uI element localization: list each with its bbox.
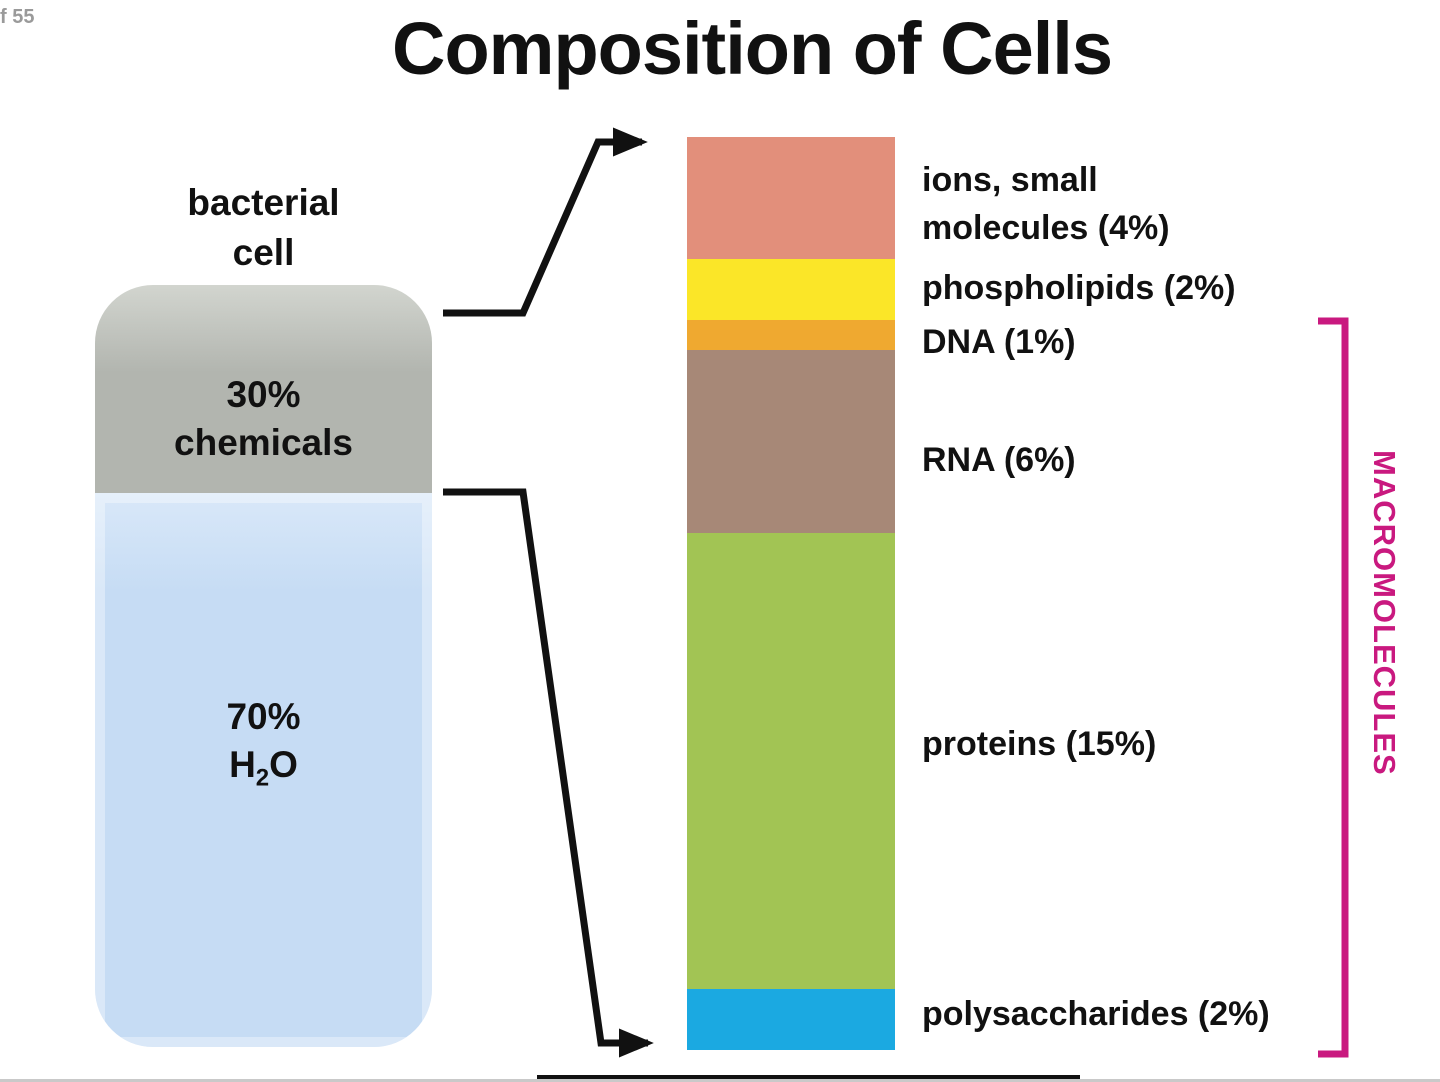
macromolecules-bracket [1318,317,1349,1058]
water-percent: 70% [226,696,301,737]
bacterial-cell-label: bacterial cell [95,178,432,278]
label-line: phospholipids (2%) [922,269,1236,307]
bar-segment-polysaccharides [687,989,895,1050]
cell-water-section: 70% H2O [95,493,432,1047]
bar-segment-proteins [687,532,895,990]
label-line: RNA (6%) [922,441,1076,479]
arrow-cell-to-bar-top [443,127,648,317]
water-formula-h: H [229,744,256,785]
label-line: polysaccharides (2%) [922,995,1270,1033]
bar-segment-rna [687,350,895,533]
water-formula: H2O [95,741,432,802]
water-formula-sub: 2 [255,764,270,792]
page-indicator: f 55 [0,6,35,28]
water-formula-o: O [269,744,298,785]
chemicals-label: 30% chemicals [174,371,353,493]
label-line: proteins (15%) [922,725,1157,763]
cell-chemicals-section: 30% chemicals [95,285,432,493]
chemicals-percent: 30% [226,374,301,415]
slide-bottom-edge [0,1079,1440,1082]
bar-segment-phospholipids [687,258,895,320]
arrow-cell-to-bar-bottom [443,488,654,1058]
composition-stacked-bar [687,137,895,1050]
bacterial-cell-illustration: 30% chemicals 70% H2O [95,285,432,1047]
label-rna: RNA (6%) [922,436,1076,484]
bar-segment-dna [687,319,895,350]
label-dna: DNA (1%) [922,318,1076,366]
page-title: Composition of Cells [392,7,1113,90]
label-line: molecules (4%) [922,209,1170,247]
label-line: ions, small [922,161,1098,199]
label-proteins: proteins (15%) [922,720,1156,768]
label-polysaccharides: polysaccharides (2%) [922,990,1270,1038]
chemicals-word: chemicals [174,422,353,463]
label-phospholipids: phospholipids (2%) [922,264,1236,312]
bacterial-cell-label-line2: cell [232,232,295,273]
label-line: DNA (1%) [922,323,1076,361]
bacterial-cell-label-line1: bacterial [187,182,340,223]
label-ions-small-molecules: ions, small molecules (4%) [922,156,1170,252]
bar-segment-ions-small-molecules [687,137,895,259]
water-label: 70% H2O [95,493,432,802]
macromolecules-label: MACROMOLECULES [1367,450,1402,776]
